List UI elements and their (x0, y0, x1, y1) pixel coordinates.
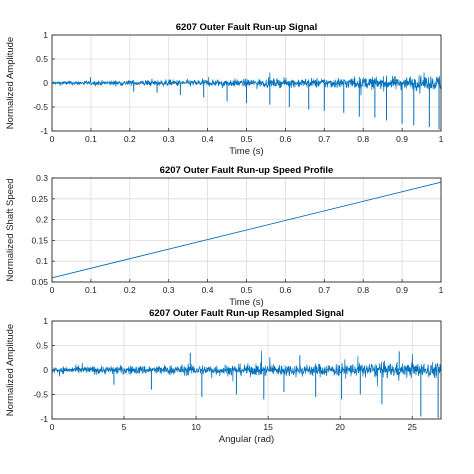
y-tick-label: 0.3 (36, 173, 48, 183)
x-tick-label: 25 (407, 422, 417, 432)
x-tick-label: 1 (439, 285, 444, 295)
y-tick-label: -1 (40, 414, 48, 424)
x-tick-label: 1 (439, 134, 444, 144)
axes-frame (51, 177, 442, 283)
chart-title: 6207 Outer Fault Run-up Signal (176, 22, 317, 33)
x-tick-label: 15 (263, 422, 273, 432)
x-tick-label: 0.3 (163, 285, 175, 295)
x-tick-label: 0.7 (318, 134, 330, 144)
y-tick-label: 0.25 (31, 194, 48, 204)
x-tick-label: 0.5 (241, 134, 253, 144)
y-tick-label: -1 (40, 126, 48, 136)
y-axis-label: Normalized Shaft Speed (5, 179, 16, 282)
y-axis-label: Normalized Amplitude (5, 324, 16, 416)
y-tick-label: -0.5 (33, 102, 48, 112)
series-line (51, 181, 442, 279)
x-axis-label: Time (s) (229, 146, 263, 157)
x-tick-label: 0.4 (202, 285, 214, 295)
y-axis-label: Normalized Amplitude (5, 37, 16, 129)
x-tick-label: 0.4 (202, 134, 214, 144)
y-tick-label: -0.5 (33, 390, 48, 400)
chart-panel-3: 0 5 10 15 20 25 -1 -0.5 0 0.5 1 6207 Outer Fault Ru… (5, 308, 442, 445)
x-tick-label: 0.7 (318, 285, 330, 295)
axes-frame (51, 320, 442, 420)
y-tick-label: 0.2 (36, 215, 48, 225)
x-tick-label: 0 (50, 285, 55, 295)
y-tick-label: 0.05 (31, 277, 48, 287)
x-tick-label: 5 (122, 422, 127, 432)
y-tick-label: 0.1 (36, 256, 48, 266)
y-tick-label: 0.5 (36, 54, 48, 64)
x-tick-label: 20 (335, 422, 345, 432)
x-tick-label: 0.2 (124, 134, 136, 144)
axes-frame (51, 34, 442, 132)
x-tick-label: 0.6 (279, 134, 291, 144)
y-tick-label: 1 (43, 30, 48, 40)
chart-title: 6207 Outer Fault Run-up Resampled Signal (149, 308, 344, 319)
x-axis-label: Time (s) (229, 297, 263, 308)
y-tick-label: 1 (43, 316, 48, 326)
x-tick-label: 0 (50, 134, 55, 144)
x-tick-label: 10 (191, 422, 201, 432)
y-tick-label: 0.15 (31, 235, 48, 245)
x-axis-label: Angular (rad) (219, 434, 274, 445)
x-tick-label: 0.9 (396, 134, 408, 144)
chart-title: 6207 Outer Fault Run-up Speed Profile (160, 165, 334, 176)
y-tick-label: 0 (43, 365, 48, 375)
x-tick-label: 0.5 (241, 285, 253, 295)
x-tick-label: 0.6 (279, 285, 291, 295)
x-tick-label: 0.8 (357, 134, 369, 144)
x-tick-label: 0.9 (396, 285, 408, 295)
chart-panel-2: 0 0.1 0.2 0.3 0.4 0.5 0.6 0.7 0.8 0.9 1 0.05 0.1 0.15… (5, 165, 444, 308)
y-tick-label: 0 (43, 78, 48, 88)
x-tick-label: 0.8 (357, 285, 369, 295)
x-tick-label: 0.2 (124, 285, 136, 295)
series-line (51, 350, 442, 387)
y-tick-label: 0.5 (36, 341, 48, 351)
x-tick-label: 0.1 (85, 285, 97, 295)
x-tick-label: 0.3 (163, 134, 175, 144)
x-tick-label: 0 (50, 422, 55, 432)
x-tick-label: 0.1 (85, 134, 97, 144)
chart-panel-1: 0 0.1 0.2 0.3 0.4 0.5 0.6 0.7 0.8 0.9 1 -1 -0.5 0 0.5 1… (5, 22, 444, 157)
